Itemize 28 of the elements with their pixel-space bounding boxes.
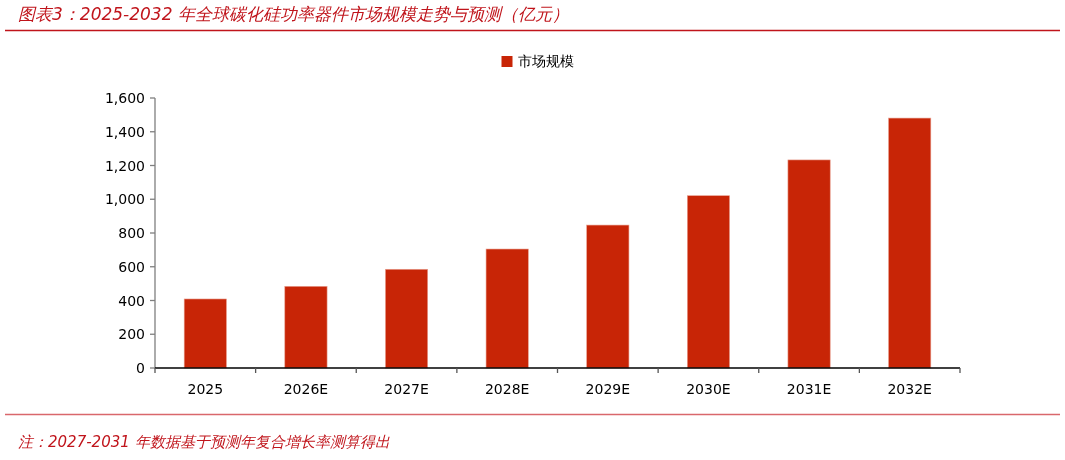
x-tick-label: 2029E (585, 381, 631, 397)
y-tick-label: 1,200 (104, 157, 145, 174)
y-tick-label: 200 (118, 326, 145, 343)
y-tick-label: 800 (118, 225, 145, 241)
x-tick-label: 2032E (887, 381, 932, 397)
text: 注：2027-2031 年数据基于预测年复合增长率测算得出 (18, 433, 390, 451)
y-tick-label: 1,400 (104, 123, 145, 140)
bar (687, 195, 730, 369)
bar (183, 298, 227, 369)
y-tick-label: 0 (136, 360, 145, 376)
x-tick-label: 2026E (283, 381, 329, 397)
y-tick-label: 1,000 (104, 191, 145, 208)
bar (284, 286, 328, 369)
x-tick-label: 2027E (384, 381, 429, 397)
x-tick-label: 2031E (786, 381, 832, 397)
x-tick-label: 2025 (187, 381, 224, 397)
y-tick-label: 400 (118, 292, 145, 309)
bar (385, 268, 428, 369)
legend-label: 市场规模 (517, 53, 574, 69)
x-tick-label: 2030E (686, 381, 731, 397)
y-tick-label: 600 (118, 258, 145, 275)
chart-title: 图表3：2025-2032 年全球碳化硅功率器件市场规模走势与预测（亿元） (18, 4, 569, 24)
bar (787, 159, 831, 369)
bar (485, 248, 529, 369)
bar (586, 224, 630, 369)
x-tick-label: 2028E (484, 381, 530, 397)
y-tick-label: 1,600 (104, 90, 145, 106)
bar (888, 117, 932, 369)
